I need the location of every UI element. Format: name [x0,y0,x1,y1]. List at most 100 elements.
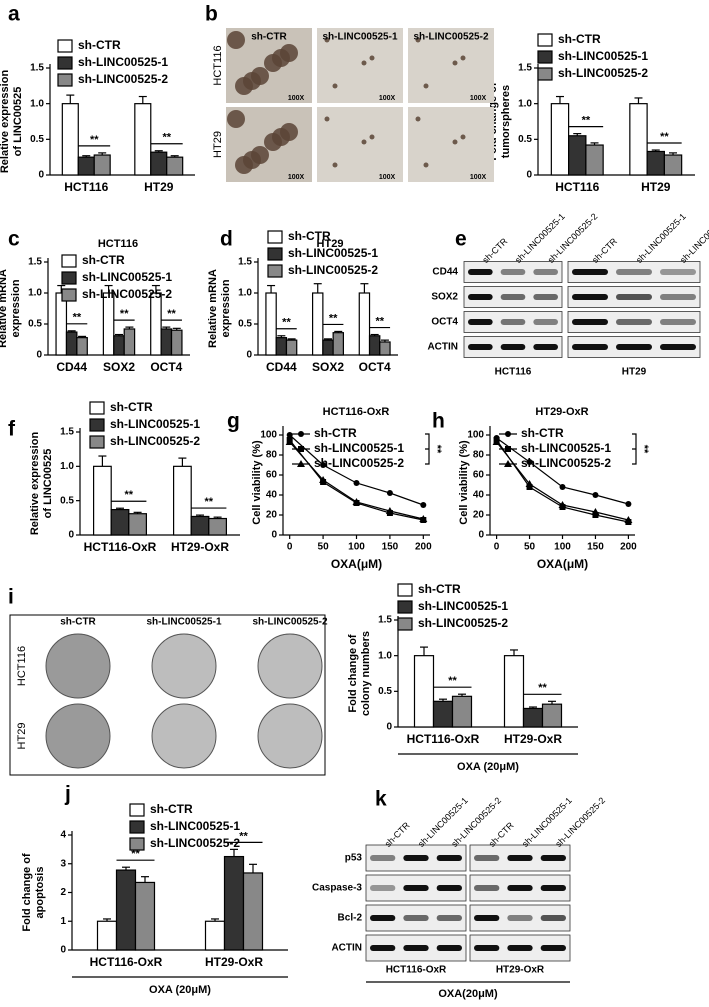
sphere [280,123,298,141]
legend-label: sh-LINC00525-2 [110,434,200,448]
bar [190,515,210,536]
scale-label: 100X [470,174,487,181]
band [533,294,558,300]
bar [150,292,162,356]
chart-title: HT29 [317,238,344,250]
x-axis-label: OXA(μM) [331,557,382,571]
bar [173,465,192,536]
significance-label: ** [431,445,443,454]
point [419,515,428,522]
x-tick-label: 100 [348,542,365,553]
legend-label: sh-LINC00525-1 [558,49,648,63]
band [468,294,493,300]
point [526,459,533,465]
legend-label: sh-LINC00525-1 [150,819,240,833]
band [507,945,533,951]
point [297,460,305,467]
legend-label: sh-CTR [82,253,125,267]
band [616,344,652,350]
y-tick-label: 20 [473,510,485,521]
legend-label: sh-CTR [558,32,601,46]
band [500,269,526,275]
significance-label: ** [582,115,591,127]
point [385,507,394,514]
row-label: CD44 [432,267,458,278]
bar [134,881,156,951]
band [468,344,493,350]
y-axis-label: Fold change of [21,853,33,932]
bar [166,156,184,176]
row-label: HCT116 [212,45,224,85]
y-axis-label: Relative expression [0,70,11,174]
group-label: HT29 [622,367,647,378]
bar [113,335,125,356]
dish [151,703,217,769]
band [403,885,429,891]
y-tick-label: 0 [246,350,252,361]
legend-label: sh-CTR [288,229,331,243]
y-tick-label: 0 [60,945,66,956]
x-tick-label: HT29-OxR [171,540,229,554]
band [474,915,500,921]
band [660,319,696,325]
sphere [324,37,330,43]
sphere [423,162,429,168]
significance-label: ** [90,134,99,146]
y-axis-label: expression [10,279,22,337]
band [540,915,566,921]
bar [208,517,228,536]
legend-label: sh-LINC00525-2 [558,66,648,80]
sphere [324,116,330,122]
legend-label: sh-LINC00525-1 [110,417,200,431]
bar [585,144,604,176]
x-tick-label: HT29 [144,180,174,194]
legend-label: sh-LINC00525-2 [521,456,611,470]
x-tick-label: HT29-OxR [205,955,263,969]
point [592,492,599,498]
y-axis-label: expression [220,279,232,337]
band [468,269,493,275]
band [436,855,462,861]
dish [257,703,323,769]
point [286,432,293,438]
row-label: Caspase-3 [312,883,362,894]
point [492,438,501,445]
y-tick-label: 1.0 [28,288,42,299]
legend-swatch [57,73,73,87]
legend-swatch [89,401,105,415]
band [474,885,500,891]
row-label: HCT116 [16,646,28,686]
legend-label: sh-CTR [150,802,193,816]
bar [285,339,298,356]
band [572,319,608,325]
scale-label: 100X [288,174,305,181]
bar [522,707,544,728]
significance-label: ** [538,682,547,694]
y-tick-label: 1.0 [60,461,74,472]
band [507,915,533,921]
legend-swatch [89,435,105,449]
point [320,462,327,468]
band [500,294,526,300]
y-tick-label: 1.5 [518,63,532,74]
legend-swatch [397,583,413,597]
y-tick-label: 100 [260,430,277,441]
y-axis-label: of LINC00525 [42,449,54,519]
sphere [332,162,338,168]
legend-swatch [397,617,413,631]
panel-letter: i [8,586,14,609]
y-tick-label: 1 [60,916,66,927]
y-tick-label: 80 [266,450,278,461]
legend-swatch [267,264,283,278]
bar [550,103,570,176]
bar [322,339,334,356]
scale-label: 100X [379,95,396,102]
sphere [460,55,466,61]
point [504,460,512,467]
band [370,915,396,921]
lane-label: sh-CTR [480,236,509,265]
y-tick-label: 0 [271,530,277,541]
bar [413,655,435,728]
point [591,508,600,515]
band [533,269,558,275]
